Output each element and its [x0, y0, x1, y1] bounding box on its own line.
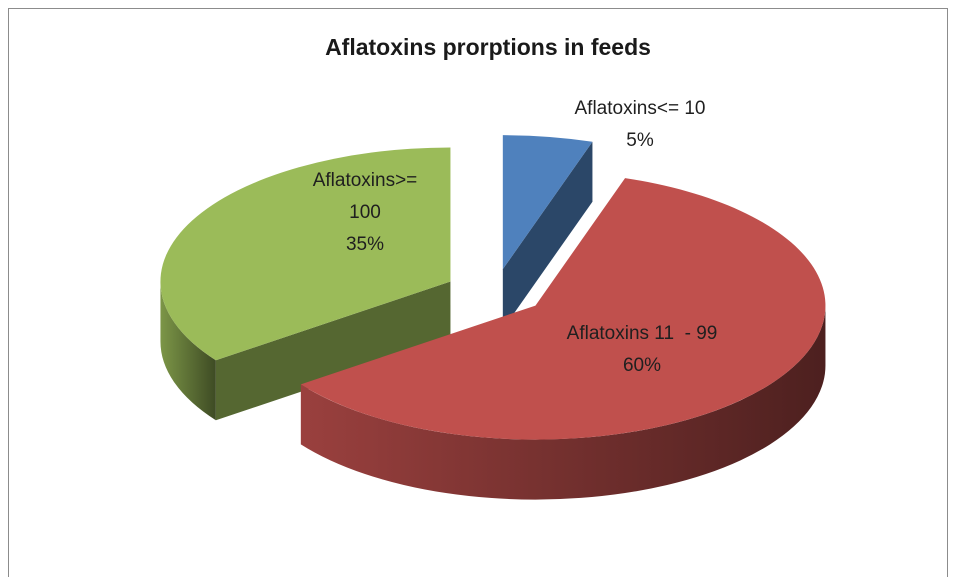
slice: [160, 147, 451, 361]
value-label: 5%: [626, 130, 654, 151]
data-label: Aflatoxins 11 - 99 60%: [562, 318, 722, 382]
slice: [300, 178, 826, 440]
value-label: 35%: [345, 234, 385, 255]
slice-wall: [215, 281, 451, 421]
slice: [502, 135, 593, 270]
slice-wall: [502, 141, 593, 330]
chart-title: Aflatoxins prorptions in feeds: [325, 34, 651, 60]
category-label: Aflatoxins<= 10: [574, 98, 706, 119]
category-label: Aflatoxins 11 - 99: [566, 323, 718, 344]
slice-side: [300, 305, 826, 500]
slice-side: [160, 281, 216, 421]
category-label: Aflatoxins>= 100: [312, 170, 423, 223]
data-label: Aflatoxins<= 10 5%: [540, 93, 740, 157]
data-label: Aflatoxins>= 100 35%: [300, 165, 430, 261]
value-label: 60%: [622, 355, 662, 376]
